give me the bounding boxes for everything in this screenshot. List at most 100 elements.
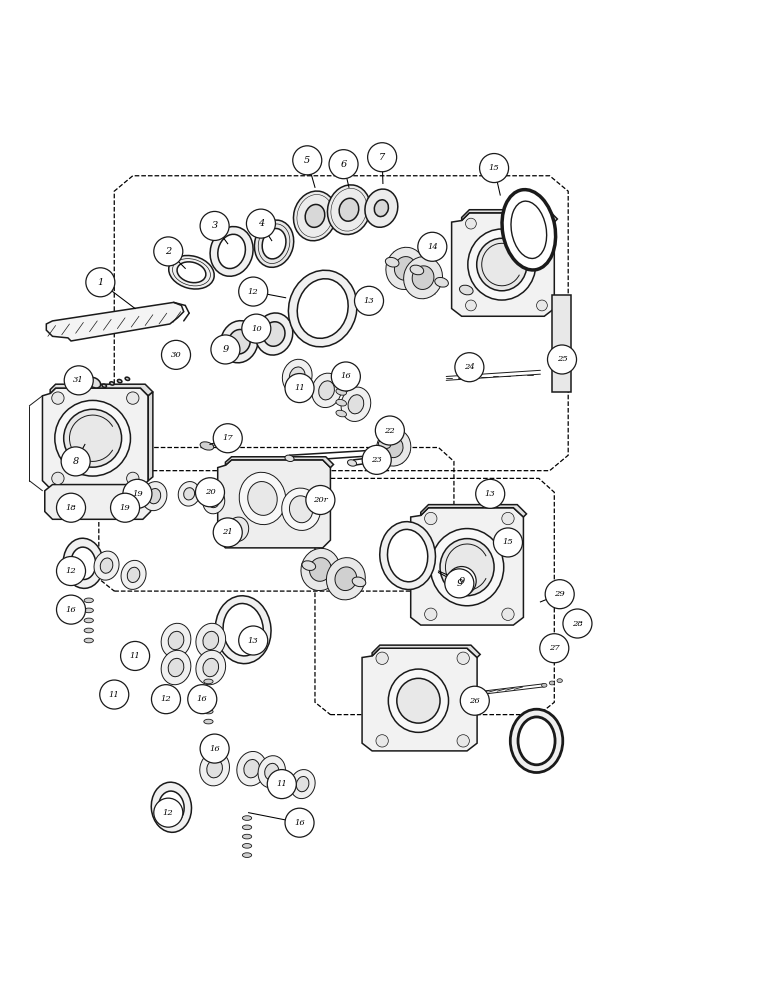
Text: 13: 13 [364,297,374,305]
Ellipse shape [244,759,259,778]
Ellipse shape [510,709,563,773]
Ellipse shape [312,373,341,408]
Circle shape [354,286,384,315]
Circle shape [537,218,547,229]
Ellipse shape [378,440,391,448]
Circle shape [52,472,64,485]
Text: 4: 4 [258,219,264,228]
Ellipse shape [158,791,185,823]
Text: 29: 29 [554,590,565,598]
Circle shape [285,808,314,837]
Ellipse shape [290,770,315,799]
Ellipse shape [336,399,347,406]
Ellipse shape [242,816,252,820]
Circle shape [457,735,469,747]
Ellipse shape [502,190,556,270]
Circle shape [188,685,217,714]
Ellipse shape [255,220,293,267]
Text: 5: 5 [304,156,310,165]
Ellipse shape [100,558,113,573]
Polygon shape [148,392,153,481]
Ellipse shape [88,377,100,388]
Ellipse shape [200,442,214,450]
Ellipse shape [262,228,286,259]
Ellipse shape [336,378,347,384]
Ellipse shape [227,517,249,542]
Text: 11: 11 [130,652,141,660]
Ellipse shape [283,359,312,394]
Ellipse shape [148,489,161,504]
Polygon shape [452,213,554,316]
Text: 21: 21 [222,528,233,536]
Ellipse shape [184,488,195,500]
Circle shape [447,567,476,596]
Ellipse shape [410,265,424,275]
Ellipse shape [256,313,293,355]
Ellipse shape [142,482,167,511]
Bar [552,295,571,392]
Polygon shape [46,302,184,341]
Ellipse shape [263,322,285,346]
Ellipse shape [242,844,252,848]
Text: 9: 9 [459,577,465,586]
Ellipse shape [161,623,191,658]
Circle shape [306,485,335,515]
Circle shape [86,268,115,297]
Ellipse shape [71,547,96,579]
Ellipse shape [335,567,357,591]
Ellipse shape [518,717,555,765]
Ellipse shape [319,381,334,400]
Ellipse shape [127,567,140,583]
Circle shape [211,335,240,364]
Ellipse shape [412,266,434,289]
Text: 26: 26 [469,697,480,705]
Ellipse shape [242,825,252,830]
Circle shape [151,685,181,714]
Circle shape [545,580,574,609]
Circle shape [367,143,397,172]
Ellipse shape [374,200,388,217]
Ellipse shape [541,683,547,687]
Text: 8: 8 [73,457,79,466]
Ellipse shape [102,384,107,387]
Circle shape [285,374,314,403]
Circle shape [127,392,139,404]
Polygon shape [42,388,148,488]
Text: 31: 31 [73,376,84,384]
Circle shape [120,641,150,670]
Ellipse shape [204,679,213,684]
Text: 14: 14 [427,243,438,251]
Circle shape [213,518,242,547]
Ellipse shape [301,548,340,591]
Ellipse shape [386,247,425,290]
Polygon shape [411,508,523,625]
Text: 15: 15 [503,538,513,546]
Text: 7: 7 [379,153,385,162]
Text: 11: 11 [294,384,305,392]
Circle shape [267,770,296,799]
Ellipse shape [117,379,122,383]
Ellipse shape [168,658,184,677]
Ellipse shape [110,382,114,385]
Ellipse shape [336,367,347,374]
Ellipse shape [55,400,130,476]
Circle shape [502,608,514,620]
Ellipse shape [388,669,449,732]
Circle shape [563,609,592,638]
Ellipse shape [385,257,399,267]
Ellipse shape [511,201,547,258]
Ellipse shape [204,699,213,704]
Text: 12: 12 [163,809,174,817]
Text: 13: 13 [485,490,496,498]
Ellipse shape [380,522,435,590]
Ellipse shape [341,387,371,421]
Polygon shape [421,505,527,517]
Circle shape [479,154,509,183]
Polygon shape [372,645,480,657]
Ellipse shape [196,650,225,685]
Ellipse shape [296,776,309,792]
Text: 3: 3 [212,221,218,230]
Ellipse shape [388,529,428,582]
Ellipse shape [265,763,279,780]
Circle shape [460,686,489,715]
